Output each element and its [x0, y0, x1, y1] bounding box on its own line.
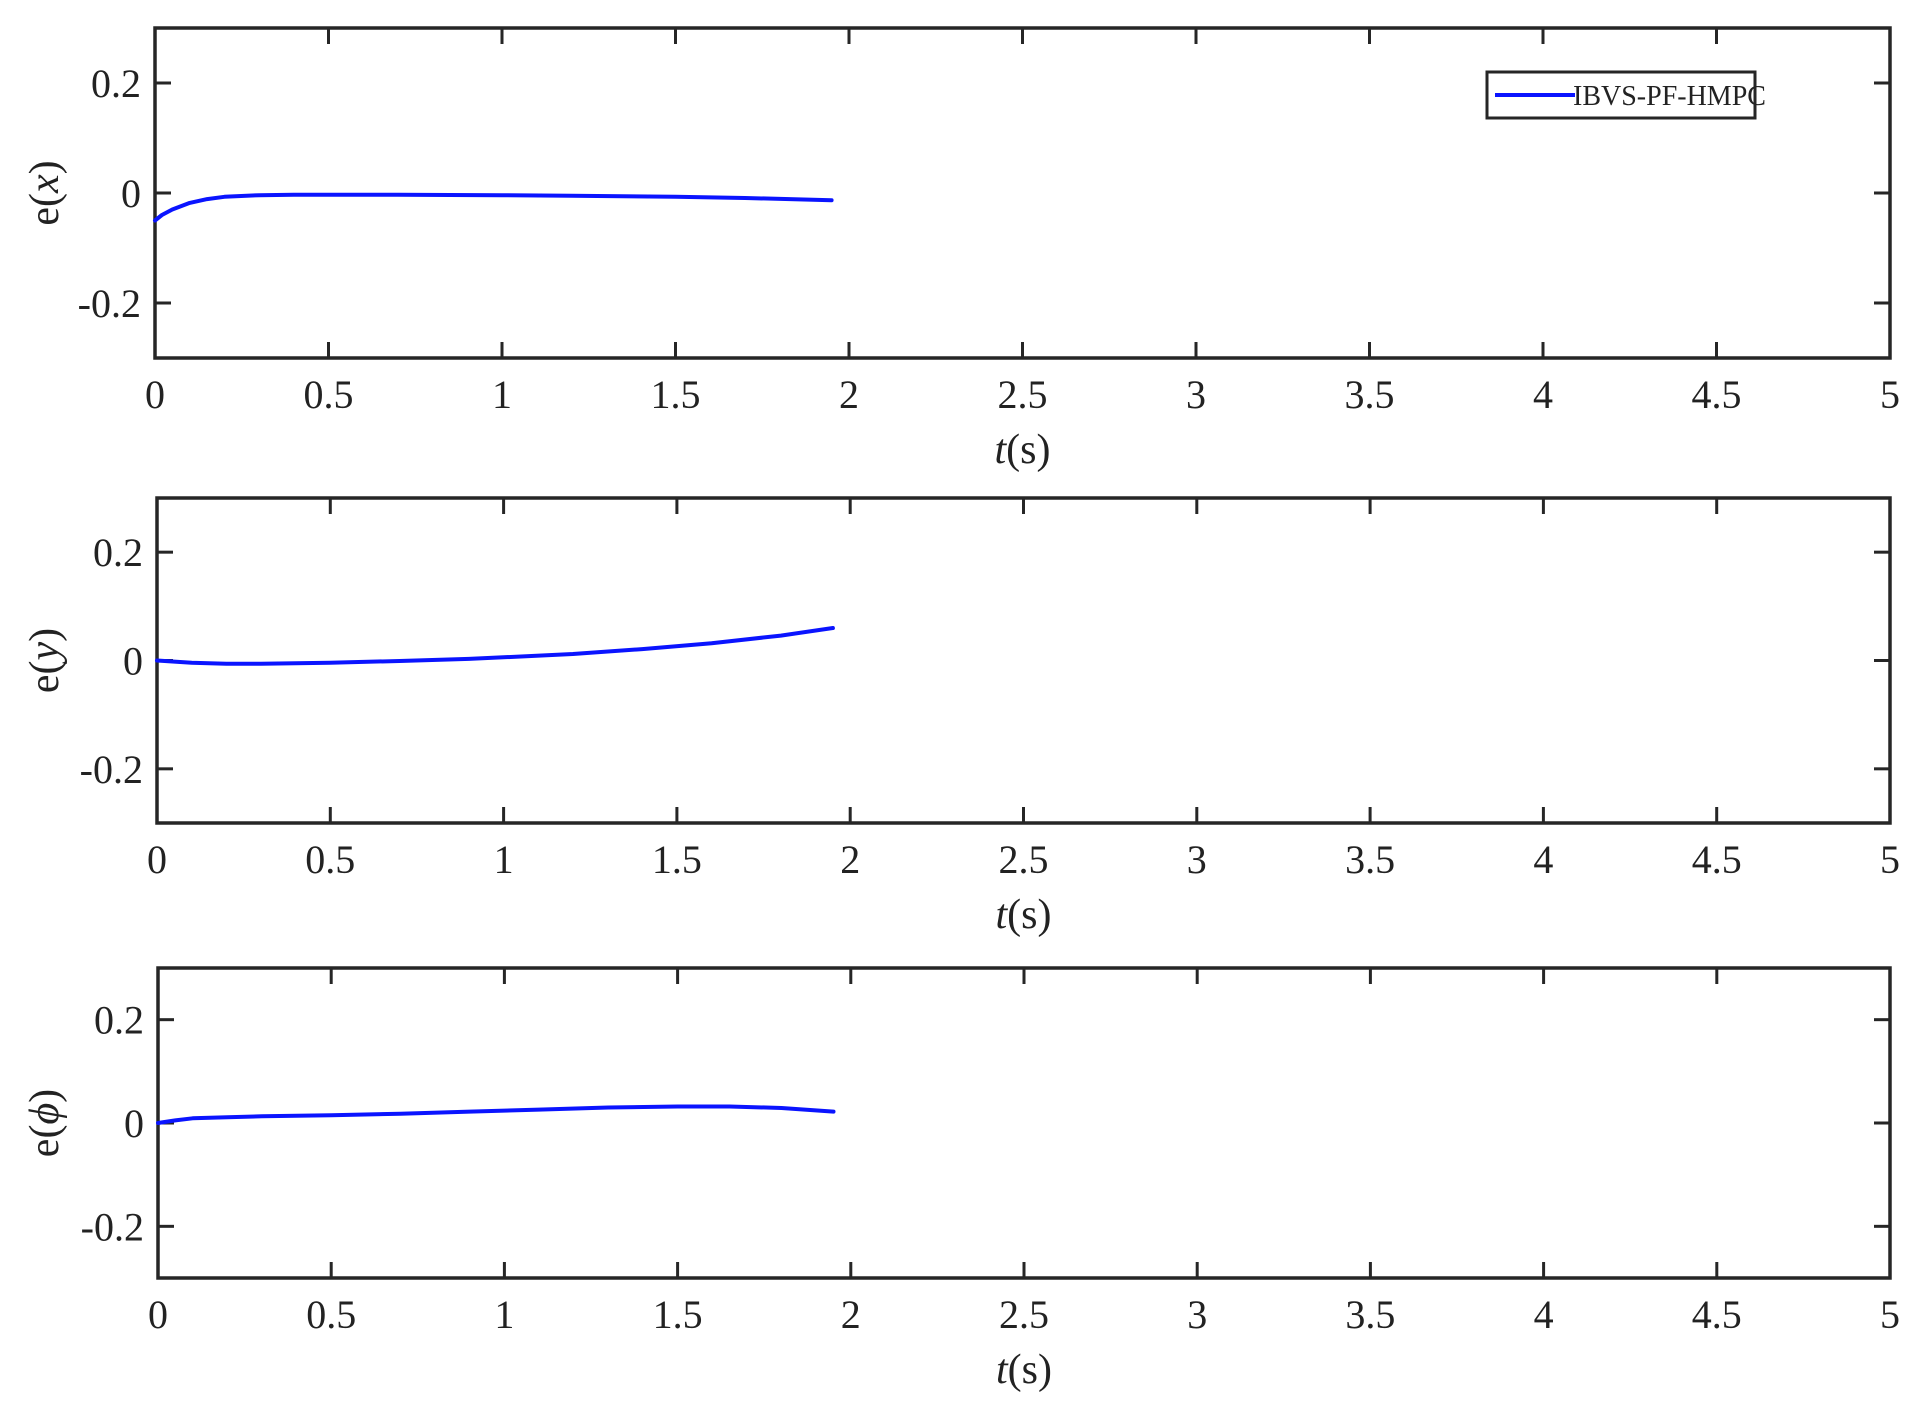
x-tick-label: 0	[147, 837, 167, 882]
x-tick-label: 0.5	[305, 837, 355, 882]
x-axis-label: t(s)	[995, 427, 1051, 473]
x-tick-label: 3	[1187, 1292, 1207, 1337]
x-tick-label: 4.5	[1692, 372, 1742, 417]
subplot-1: 0 0.5 1 1.5 2 2.5 3 3.5 4 4.5 5 -0.2 0 0.2 t(s) e(x) IBV…	[22, 26, 1900, 473]
x-tick-label: 5	[1880, 372, 1900, 417]
y-tick-label: -0.2	[78, 281, 141, 326]
x-tick-label: 1	[494, 837, 514, 882]
y-axis-label: e(x)	[22, 160, 68, 225]
y-tick-label: 0.2	[91, 61, 141, 106]
x-tick-label: 4	[1533, 372, 1553, 417]
x-tick-label: 1.5	[653, 1292, 703, 1337]
x-tick-label: 4	[1534, 1292, 1554, 1337]
x-tick-label: 2.5	[999, 837, 1049, 882]
x-tick-label: 4.5	[1692, 837, 1742, 882]
y-tick-label: 0.2	[93, 530, 143, 575]
x-tick-label: 5	[1880, 1292, 1900, 1337]
y-tick-label: 0.2	[94, 998, 144, 1043]
series-line	[155, 626, 835, 666]
x-tick-label: 5	[1880, 837, 1900, 882]
x-tick-label: 2	[841, 1292, 861, 1337]
x-tick-label: 3.5	[1345, 1292, 1395, 1337]
series-line	[156, 1104, 836, 1125]
axes-box	[156, 966, 1892, 1280]
x-tick-label: 4.5	[1692, 1292, 1742, 1337]
x-axis-label: t(s)	[996, 892, 1052, 938]
x-tick-label: 0	[145, 372, 165, 417]
x-tick-label: 1	[492, 372, 512, 417]
legend-label: IBVS-PF-HMPC	[1573, 81, 1766, 112]
x-tick-label: 3.5	[1345, 837, 1395, 882]
subplot-3: 0 0.5 1 1.5 2 2.5 3 3.5 4 4.5 5-0.200.2t(s)e(ϕ)	[22, 966, 1900, 1393]
y-axis-label: e(ϕ)	[22, 1089, 68, 1157]
x-tick-label: 2.5	[998, 372, 1048, 417]
y-tick-label: -0.2	[81, 1204, 144, 1249]
y-tick-label: 0	[121, 171, 141, 216]
x-tick-label: 3.5	[1345, 372, 1395, 417]
x-tick-label: 4	[1533, 837, 1553, 882]
y-tick-label: 0	[124, 1101, 144, 1146]
y-tick-label: 0	[123, 639, 143, 684]
x-tick-label: 2	[839, 372, 859, 417]
x-tick-label: 1.5	[652, 837, 702, 882]
x-tick-label: 3	[1187, 837, 1207, 882]
subplot-2: 0 0.5 1 1.5 2 2.5 3 3.5 4 4.5 5-0.200.2t(s)e(y)	[22, 496, 1900, 938]
x-tick-label: 2.5	[999, 1292, 1049, 1337]
x-tick-label: 2	[840, 837, 860, 882]
x-tick-label: 0.5	[306, 1292, 356, 1337]
x-tick-label: 0.5	[304, 372, 354, 417]
x-tick-label: 3	[1186, 372, 1206, 417]
y-axis-label: e(y)	[22, 628, 68, 693]
x-tick-label: 1	[494, 1292, 514, 1337]
y-tick-label: -0.2	[80, 747, 143, 792]
series-line	[153, 192, 834, 223]
x-tick-label: 0	[148, 1292, 168, 1337]
x-tick-label: 1.5	[651, 372, 701, 417]
x-axis-label: t(s)	[996, 1347, 1052, 1393]
